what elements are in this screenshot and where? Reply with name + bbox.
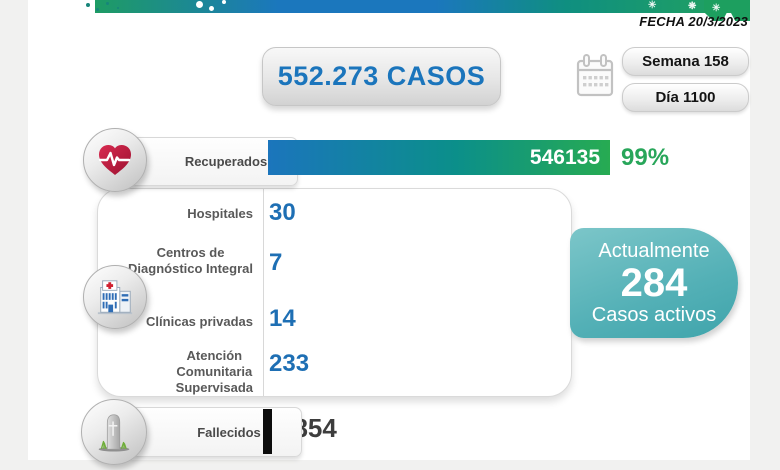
breakdown-value-clinicas: 14 — [269, 305, 296, 332]
banner-splatter-dot — [106, 2, 109, 5]
breakdown-label-cdi: Centros de Diagnóstico Integral — [128, 245, 253, 276]
virus-icon: ✳ — [712, 3, 721, 14]
breakdown-value-atencion: 233 — [269, 350, 310, 377]
recovered-label: Recuperados — [184, 154, 268, 169]
deaths-bar — [263, 409, 272, 454]
hospital-icon — [83, 265, 147, 329]
day-badge: Día 1100 — [622, 83, 749, 112]
active-cases-box: Actualmente 284 Casos activos — [570, 228, 738, 338]
active-cases-title: Actualmente — [598, 240, 710, 262]
virus-icon: ✳ — [648, 0, 657, 11]
banner-splatter-dot — [222, 0, 226, 4]
banner-end-ribbon — [704, 0, 750, 21]
active-cases-subtitle: Casos activos — [591, 304, 717, 326]
date-label: FECHA 20/3/2023 — [639, 14, 748, 29]
breakdown-divider — [263, 189, 264, 396]
banner-splatter-dot — [196, 1, 203, 8]
deaths-label: Fallecidos — [197, 424, 261, 440]
deaths-label-box: Fallecidos — [126, 407, 302, 457]
breakdown-label-atencion: Atención Comunitaria Supervisada — [175, 348, 253, 395]
banner-splatter-dot — [209, 6, 214, 11]
tombstone-icon — [81, 399, 147, 465]
total-cases-box: 552.273 CASOS — [262, 47, 501, 106]
active-cases-value: 284 — [620, 261, 688, 305]
top-banner-strip — [95, 0, 750, 13]
recovered-bar: 546135 — [268, 140, 610, 175]
virus-icon: ❋ — [688, 1, 697, 12]
day-badge-label: Día 1100 — [655, 89, 716, 106]
banner-splatter-dot — [86, 3, 90, 7]
banner-splatter-dot — [117, 7, 119, 9]
banner-splatter-dot — [96, 8, 99, 11]
week-badge-label: Semana 158 — [642, 53, 729, 70]
recovered-value: 546135 — [529, 145, 600, 169]
total-cases-value: 552.273 CASOS — [277, 61, 486, 91]
recovered-percent: 99% — [621, 144, 670, 171]
week-badge: Semana 158 — [622, 47, 749, 76]
breakdown-label-hospitales: Hospitales — [187, 206, 253, 221]
breakdown-value-hospitales: 30 — [269, 199, 296, 226]
breakdown-label-clinicas: Clínicas privadas — [146, 314, 253, 329]
recovered-heart-icon — [83, 128, 147, 192]
breakdown-value-cdi: 7 — [269, 249, 283, 276]
active-breakdown-box: Hospitales 30 Centros de Diagnóstico Int… — [97, 188, 572, 397]
calendar-icon — [576, 53, 614, 99]
